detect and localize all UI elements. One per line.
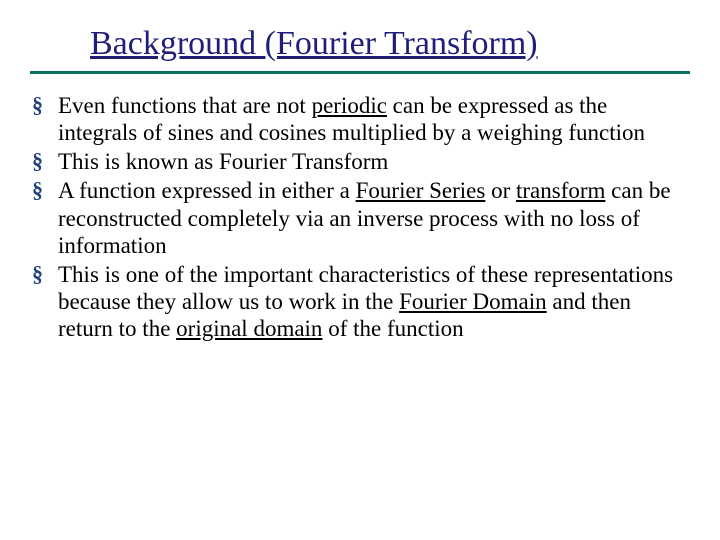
- slide-title: Background (Fourier Transform): [90, 25, 660, 71]
- bullet-item: A function expressed in either a Fourier…: [30, 177, 690, 258]
- bullet-text: Even functions that are not: [58, 93, 312, 118]
- bullet-text: A function expressed in either a: [58, 178, 356, 203]
- bullet-text: or: [485, 178, 516, 203]
- slide: Background (Fourier Transform) Even func…: [0, 0, 720, 540]
- bullet-item: Even functions that are not periodic can…: [30, 92, 690, 146]
- bullet-underline: original domain: [176, 316, 322, 341]
- bullet-item: This is known as Fourier Transform: [30, 148, 690, 175]
- slide-body: Even functions that are not periodic can…: [30, 92, 690, 342]
- bullet-underline: periodic: [312, 93, 387, 118]
- title-wrap: Background (Fourier Transform): [90, 25, 660, 71]
- bullet-underline: Fourier Domain: [399, 289, 547, 314]
- bullet-text: of the function: [322, 316, 463, 341]
- title-rule: [30, 71, 690, 74]
- bullet-item: This is one of the important characteris…: [30, 261, 690, 342]
- bullet-underline: Fourier Series: [356, 178, 486, 203]
- bullet-list: Even functions that are not periodic can…: [30, 92, 690, 342]
- bullet-text: This is known as Fourier Transform: [58, 149, 388, 174]
- bullet-underline: transform: [516, 178, 605, 203]
